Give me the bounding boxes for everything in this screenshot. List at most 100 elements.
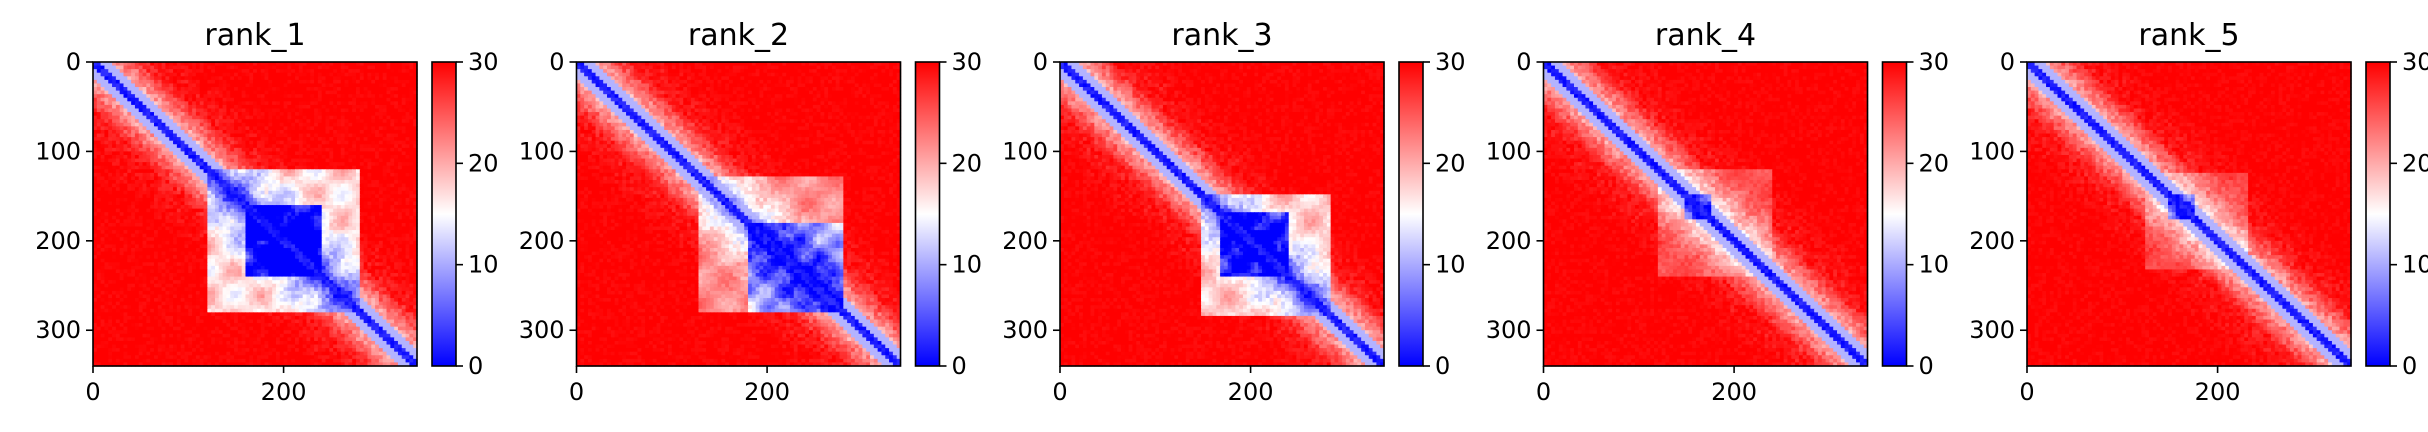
heatmap-cell: [387, 237, 391, 241]
heatmap-cell: [356, 176, 360, 180]
heatmap-cell: [123, 105, 127, 109]
heatmap-cell: [219, 76, 223, 80]
heatmap-cell: [284, 141, 288, 145]
heatmap-cell: [398, 73, 402, 77]
heatmap-cell: [127, 130, 131, 134]
heatmap-cell: [223, 209, 227, 213]
heatmap-cell: [200, 234, 204, 238]
heatmap-cell: [329, 227, 333, 231]
heatmap-cell: [398, 76, 402, 80]
heatmap-cell: [314, 101, 318, 105]
heatmap-cell: [379, 105, 383, 109]
heatmap-cell: [360, 83, 364, 87]
heatmap-cell: [287, 101, 291, 105]
heatmap-cell: [143, 126, 147, 130]
heatmap-cell: [131, 212, 135, 216]
heatmap-cell: [356, 108, 360, 112]
heatmap-cell: [135, 205, 139, 209]
heatmap-cell: [158, 255, 162, 259]
heatmap-cell: [158, 144, 162, 148]
heatmap-cell: [104, 91, 108, 95]
heatmap-cell: [295, 123, 299, 127]
heatmap-cell: [306, 223, 310, 227]
heatmap-cell: [101, 187, 105, 191]
heatmap-cell: [238, 144, 242, 148]
heatmap-cell: [398, 80, 402, 84]
heatmap-cell: [314, 130, 318, 134]
heatmap-cell: [249, 119, 253, 123]
heatmap-cell: [329, 244, 333, 248]
heatmap-cell: [367, 73, 371, 77]
heatmap-cell: [364, 194, 368, 198]
heatmap-cell: [303, 241, 307, 245]
heatmap-cell: [146, 134, 150, 138]
heatmap-cell: [409, 216, 413, 220]
heatmap-cell: [242, 191, 246, 195]
heatmap-cell: [219, 262, 223, 266]
heatmap-cell: [177, 69, 181, 73]
heatmap-cell: [276, 241, 280, 245]
heatmap-cell: [245, 262, 249, 266]
heatmap-cell: [150, 83, 154, 87]
heatmap-cell: [284, 262, 288, 266]
heatmap-cell: [165, 148, 169, 152]
heatmap-cell: [146, 169, 150, 173]
heatmap-cell: [314, 141, 318, 145]
heatmap-cell: [245, 162, 249, 166]
heatmap-cell: [379, 134, 383, 138]
heatmap-cell: [207, 83, 211, 87]
heatmap-cell: [299, 123, 303, 127]
heatmap-cell: [139, 194, 143, 198]
heatmap-cell: [158, 173, 162, 177]
heatmap-cell: [123, 137, 127, 141]
heatmap-cell: [104, 159, 108, 163]
heatmap-cell: [371, 137, 375, 141]
heatmap-cell: [375, 234, 379, 238]
heatmap-cell: [143, 130, 147, 134]
heatmap-cell: [120, 191, 124, 195]
heatmap-cell: [375, 126, 379, 130]
heatmap-cell: [211, 119, 215, 123]
heatmap-cell: [371, 223, 375, 227]
heatmap-cell: [364, 198, 368, 202]
heatmap-cell: [352, 144, 356, 148]
heatmap-cell: [97, 155, 101, 159]
heatmap-cell: [314, 194, 318, 198]
heatmap-cell: [173, 205, 177, 209]
heatmap-cell: [390, 212, 394, 216]
heatmap-cell: [337, 91, 341, 95]
heatmap-cell: [295, 205, 299, 209]
heatmap-cell: [348, 66, 352, 70]
heatmap-cell: [364, 155, 368, 159]
heatmap-cell: [348, 87, 352, 91]
heatmap-cell: [306, 173, 310, 177]
heatmap-cell: [207, 219, 211, 223]
heatmap-cell: [234, 269, 238, 273]
heatmap-cell: [158, 80, 162, 84]
heatmap-cell: [120, 87, 124, 91]
heatmap-cell: [406, 141, 410, 145]
heatmap-cell: [272, 112, 276, 116]
heatmap-cell: [348, 105, 352, 109]
heatmap-cell: [287, 169, 291, 173]
heatmap-cell: [104, 66, 108, 70]
heatmap-cell: [367, 159, 371, 163]
heatmap-cell: [215, 148, 219, 152]
heatmap-cell: [139, 166, 143, 170]
heatmap-cell: [333, 91, 337, 95]
heatmap-cell: [345, 94, 349, 98]
heatmap-cell: [173, 180, 177, 184]
heatmap-cell: [223, 105, 227, 109]
heatmap-cell: [101, 184, 105, 188]
heatmap-cell: [249, 98, 253, 102]
heatmap-cell: [230, 187, 234, 191]
heatmap-cell: [108, 69, 112, 73]
heatmap-cell: [314, 116, 318, 120]
heatmap-cell: [135, 87, 139, 91]
heatmap-cell: [337, 176, 341, 180]
heatmap-cell: [379, 116, 383, 120]
heatmap-cell: [108, 94, 112, 98]
heatmap-cell: [390, 91, 394, 95]
heatmap-cell: [139, 187, 143, 191]
heatmap-cell: [383, 73, 387, 77]
